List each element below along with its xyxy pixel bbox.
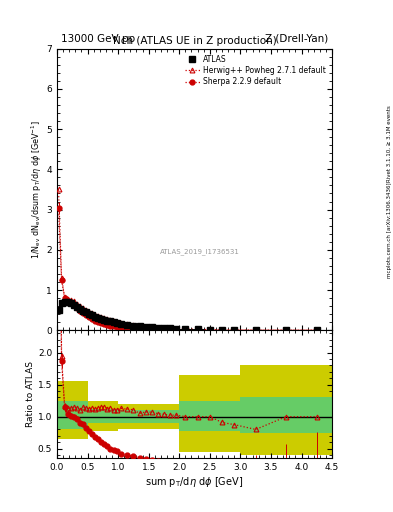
Herwig++ Powheg 2.7.1 default xyxy=(105,316,110,323)
Text: Z (Drell-Yan): Z (Drell-Yan) xyxy=(265,33,328,44)
Herwig++ Powheg 2.7.1 default xyxy=(65,296,70,302)
Herwig++ Powheg 2.7.1 default xyxy=(102,315,107,321)
Herwig++ Powheg 2.7.1 default xyxy=(183,326,188,332)
Herwig++ Powheg 2.7.1 default xyxy=(314,327,319,333)
Line: Herwig++ Powheg 2.7.1 default: Herwig++ Powheg 2.7.1 default xyxy=(56,187,319,333)
X-axis label: sum p$_\mathrm{T}$/d$\eta$ d$\phi$ [GeV]: sum p$_\mathrm{T}$/d$\eta$ d$\phi$ [GeV] xyxy=(145,475,244,489)
Herwig++ Powheg 2.7.1 default xyxy=(62,294,67,301)
Herwig++ Powheg 2.7.1 default xyxy=(84,307,88,313)
Herwig++ Powheg 2.7.1 default xyxy=(220,327,224,333)
Title: Nch (ATLAS UE in Z production): Nch (ATLAS UE in Z production) xyxy=(113,36,276,47)
Herwig++ Powheg 2.7.1 default xyxy=(68,296,73,303)
Herwig++ Powheg 2.7.1 default xyxy=(93,312,97,318)
Text: 13000 GeV pp: 13000 GeV pp xyxy=(61,33,135,44)
Y-axis label: 1/N$_\mathrm{ev}$ dN$_\mathrm{ev}$/dsum p$_\mathrm{T}$/d$\eta$ d$\phi$ [GeV$^{-1: 1/N$_\mathrm{ev}$ dN$_\mathrm{ev}$/dsum … xyxy=(29,120,44,259)
Y-axis label: Ratio to ATLAS: Ratio to ATLAS xyxy=(26,361,35,427)
Herwig++ Powheg 2.7.1 default xyxy=(75,301,79,307)
Herwig++ Powheg 2.7.1 default xyxy=(156,325,160,331)
Text: ATLAS_2019_I1736531: ATLAS_2019_I1736531 xyxy=(160,248,240,255)
Herwig++ Powheg 2.7.1 default xyxy=(99,314,104,321)
Herwig++ Powheg 2.7.1 default xyxy=(195,326,200,332)
Herwig++ Powheg 2.7.1 default xyxy=(59,275,64,281)
Herwig++ Powheg 2.7.1 default xyxy=(81,305,85,311)
Herwig++ Powheg 2.7.1 default xyxy=(77,303,82,309)
Herwig++ Powheg 2.7.1 default xyxy=(137,323,142,329)
Text: Rivet 3.1.10, ≥ 3.1M events: Rivet 3.1.10, ≥ 3.1M events xyxy=(387,105,391,182)
Herwig++ Powheg 2.7.1 default xyxy=(72,298,76,304)
Herwig++ Powheg 2.7.1 default xyxy=(96,313,101,319)
Herwig++ Powheg 2.7.1 default xyxy=(253,327,258,333)
Text: mcplots.cern.ch [arXiv:1306.3436]: mcplots.cern.ch [arXiv:1306.3436] xyxy=(387,183,391,278)
Herwig++ Powheg 2.7.1 default xyxy=(114,319,119,325)
Herwig++ Powheg 2.7.1 default xyxy=(162,325,166,331)
Herwig++ Powheg 2.7.1 default xyxy=(143,324,148,330)
Herwig++ Powheg 2.7.1 default xyxy=(56,186,61,193)
Herwig++ Powheg 2.7.1 default xyxy=(87,309,92,315)
Herwig++ Powheg 2.7.1 default xyxy=(119,320,123,326)
Herwig++ Powheg 2.7.1 default xyxy=(284,327,288,333)
Herwig++ Powheg 2.7.1 default xyxy=(149,324,154,330)
Herwig++ Powheg 2.7.1 default xyxy=(108,317,113,323)
Herwig++ Powheg 2.7.1 default xyxy=(174,326,178,332)
Herwig++ Powheg 2.7.1 default xyxy=(208,327,212,333)
Herwig++ Powheg 2.7.1 default xyxy=(131,322,136,328)
Legend: ATLAS, Herwig++ Powheg 2.7.1 default, Sherpa 2.2.9 default: ATLAS, Herwig++ Powheg 2.7.1 default, Sh… xyxy=(182,52,328,89)
Herwig++ Powheg 2.7.1 default xyxy=(168,325,173,331)
Herwig++ Powheg 2.7.1 default xyxy=(232,327,237,333)
Herwig++ Powheg 2.7.1 default xyxy=(111,318,116,325)
Herwig++ Powheg 2.7.1 default xyxy=(125,322,130,328)
Herwig++ Powheg 2.7.1 default xyxy=(90,310,94,316)
